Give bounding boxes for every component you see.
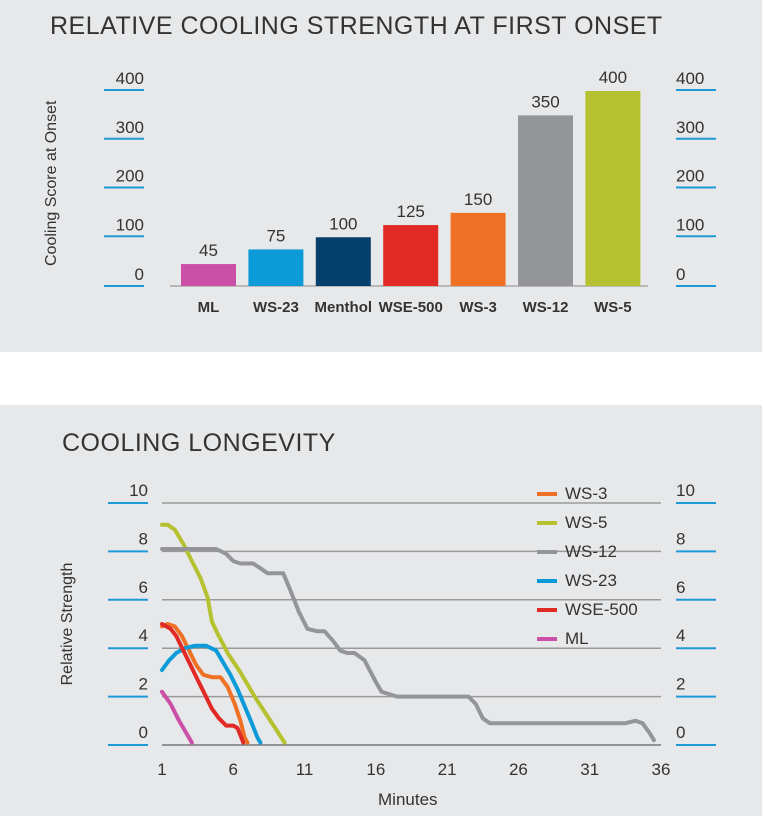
bar [450, 212, 506, 286]
bar-value-label: 150 [464, 190, 492, 209]
x-axis-tick-label: 6 [229, 760, 238, 779]
line-chart-title: COOLING LONGEVITY [62, 429, 336, 457]
bar-value-label: 125 [397, 202, 425, 221]
legend-label: WS-12 [565, 542, 617, 561]
legend-item: WS-23 [537, 568, 617, 594]
series-line [160, 522, 287, 745]
right-axis-tick-label: 10 [676, 481, 695, 500]
legend-swatch [537, 608, 557, 612]
legend-label: WS-5 [565, 513, 608, 532]
right-axis-tick-label: 300 [676, 118, 704, 137]
right-axis-tick-label: 200 [676, 167, 704, 186]
x-axis-tick-label: 11 [296, 760, 314, 779]
cooling-strength-panel: RELATIVE COOLING STRENGTH AT FIRST ONSET… [0, 0, 762, 352]
right-axis-tick-label: 8 [676, 529, 685, 548]
left-axis-tick-label: 300 [116, 118, 144, 137]
x-axis-tick-label: 36 [652, 760, 671, 779]
left-axis-tick-label: 200 [116, 167, 144, 186]
legend-item: WS-3 [537, 481, 608, 507]
bar-value-label: 100 [329, 214, 357, 233]
bar-category-label: WS-12 [523, 299, 569, 316]
legend-swatch [537, 579, 557, 583]
right-axis-tick-label: 4 [676, 626, 685, 645]
right-axis-tick-label: 2 [676, 675, 685, 694]
x-axis-tick-label: 26 [509, 760, 528, 779]
left-axis-tick-label: 400 [116, 69, 144, 88]
series-line [160, 547, 656, 743]
legend-item: WS-5 [537, 510, 608, 536]
bar [181, 264, 236, 286]
left-axis-tick-label: 2 [139, 675, 148, 694]
legend-swatch [537, 637, 557, 641]
legend-label: ML [565, 629, 589, 648]
series-line [160, 689, 194, 745]
legend-swatch [537, 550, 557, 554]
left-axis-tick-label: 4 [139, 626, 148, 645]
bar-category-label: ML [198, 299, 220, 316]
legend-label: WS-3 [565, 484, 608, 503]
x-axis-tick-label: 21 [438, 760, 457, 779]
bar-chart: 0 0 100 100 200 200 300 300 400 400 45 ML 75 WS-23 100… [104, 68, 716, 316]
x-axis-tick-label: 31 [580, 760, 599, 779]
bar [315, 237, 371, 286]
legend-swatch [537, 492, 557, 496]
right-axis-tick-label: 0 [676, 265, 685, 284]
left-axis-tick-label: 10 [129, 481, 148, 500]
left-axis-tick-label: 0 [139, 723, 148, 742]
right-axis-tick-label: 100 [676, 215, 704, 234]
x-axis-tick-label: 1 [157, 760, 166, 779]
bar-category-label: WSE-500 [379, 299, 443, 316]
bar [383, 225, 439, 286]
bar-category-label: WS-23 [253, 299, 299, 316]
right-axis-tick-label: 400 [676, 69, 704, 88]
bar [585, 91, 641, 286]
left-axis-tick-label: 6 [139, 578, 148, 597]
bar [248, 249, 304, 286]
left-axis-tick-label: 100 [116, 215, 144, 234]
legend-label: WS-23 [565, 571, 617, 590]
legend-item: ML [537, 626, 589, 652]
series-line [160, 622, 246, 745]
left-axis-tick-label: 0 [135, 265, 144, 284]
bar-value-label: 350 [531, 92, 559, 111]
bar-value-label: 75 [266, 226, 285, 245]
bar-category-label: WS-5 [594, 299, 632, 316]
series-line [160, 643, 263, 745]
legend-item: WS-12 [537, 539, 617, 565]
legend-swatch [537, 521, 557, 525]
right-axis-tick-label: 6 [676, 578, 685, 597]
left-axis-tick-label: 8 [139, 529, 148, 548]
right-axis-tick-label: 0 [676, 723, 685, 742]
line-chart-x-label: Minutes [378, 790, 438, 809]
legend-label: WSE-500 [565, 600, 638, 619]
bar-chart-title: RELATIVE COOLING STRENGTH AT FIRST ONSET [50, 12, 663, 40]
x-axis-tick-label: 16 [366, 760, 385, 779]
bar-category-label: Menthol [315, 299, 373, 316]
series-line [160, 622, 250, 745]
legend-item: WSE-500 [537, 597, 638, 623]
bar-value-label: 45 [199, 241, 218, 260]
bar-value-label: 400 [599, 68, 627, 87]
bar-category-label: WS-3 [459, 299, 497, 316]
bar [518, 115, 573, 286]
line-chart: 0 02 24 46 68 810 101 6 11 16 21 26 31 36 [108, 481, 716, 779]
